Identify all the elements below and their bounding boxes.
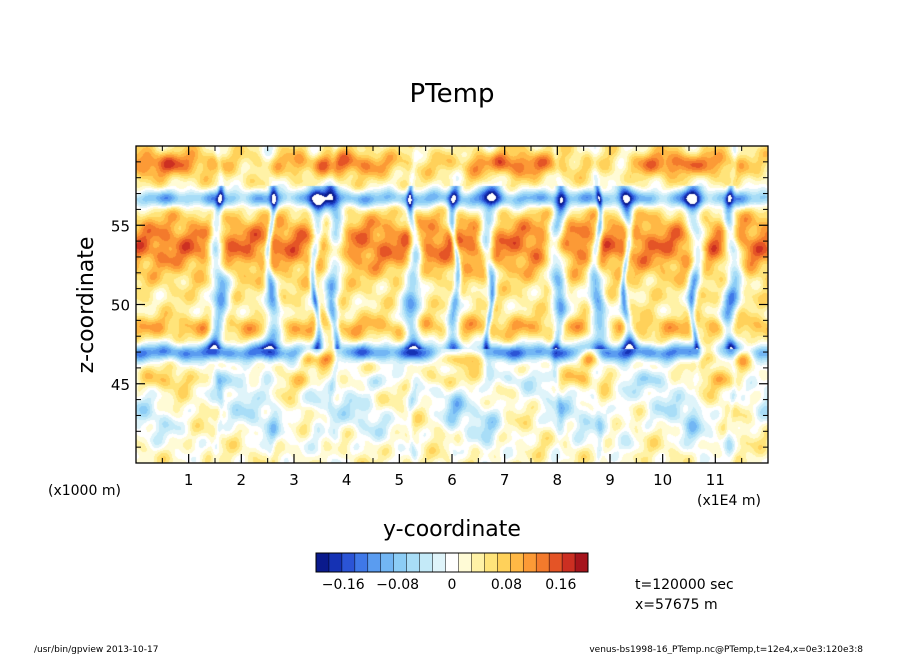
colorbar-label: −0.08 (376, 577, 419, 593)
colorbar-swatch (316, 553, 330, 572)
heatmap-image (136, 146, 768, 463)
colorbar-label: 0 (448, 577, 457, 593)
heatmap-field (136, 146, 768, 463)
colorbar (315, 552, 589, 573)
colorbar-swatch (536, 553, 550, 572)
x-tick-label-6: 6 (447, 471, 457, 489)
x-tick-label-9: 9 (605, 471, 615, 489)
x-tick-label-2: 2 (237, 471, 247, 489)
colorbar-swatch (341, 553, 356, 572)
x-tick-label-5: 5 (395, 471, 405, 489)
time-annotation: t=120000 sec (635, 577, 734, 593)
y-tick-label-50: 50 (111, 297, 130, 315)
x-tick-label-11: 11 (706, 471, 725, 489)
colorbar-swatch (328, 553, 343, 572)
colorbar-swatch (549, 553, 563, 572)
position-annotation: x=57675 m (635, 597, 718, 613)
x-tick-label-3: 3 (289, 471, 299, 489)
x-tick-label-8: 8 (553, 471, 563, 489)
x-tick-label-4: 4 (342, 471, 352, 489)
colorbar-ticks: −0.16 −0.08 0 0.08 0.16 (322, 577, 577, 593)
colorbar-frame (315, 552, 589, 573)
colorbar-swatch (354, 553, 369, 572)
x-unit-right: (x1E4 m) (697, 493, 761, 509)
x-unit-left: (x1000 m) (48, 483, 121, 499)
x-axis: 1 2 3 4 5 6 7 8 9 10 11 (161, 146, 743, 489)
colorbar-swatch (562, 553, 576, 572)
x-tick-label-1: 1 (184, 471, 194, 489)
chart-title: PTemp (410, 79, 495, 109)
x-tick-label-10: 10 (653, 471, 672, 489)
colorbar-swatch (497, 553, 511, 572)
x-tick-label-7: 7 (500, 471, 510, 489)
colorbar-swatch (523, 553, 537, 572)
y-axis-label: z-coordinate (74, 237, 99, 374)
colorbar-swatch (484, 553, 498, 572)
colorbar-swatch (510, 553, 524, 572)
colorbar-swatch (367, 553, 382, 572)
colorbar-swatch (575, 553, 589, 572)
colorbar-swatch (458, 553, 472, 572)
x-axis-label: y-coordinate (383, 517, 521, 542)
colorbar-swatch (445, 553, 459, 572)
footer-left: /usr/bin/gpview 2013-10-17 (34, 645, 158, 654)
colorbar-swatch (406, 553, 420, 572)
footer-right: venus-bs1998-16_PTemp.nc@PTemp,t=12e4,x=… (589, 645, 863, 654)
colorbar-swatch (432, 553, 446, 572)
colorbar-swatch (471, 553, 485, 572)
colorbar-label: −0.16 (322, 577, 365, 593)
colorbar-swatch (380, 553, 395, 572)
colorbar-swatch (393, 553, 407, 572)
y-tick-label-55: 55 (111, 217, 130, 235)
colorbar-swatch (419, 553, 433, 572)
y-tick-label-45: 45 (111, 376, 130, 394)
colorbar-label: 0.08 (491, 577, 522, 593)
colorbar-label: 0.16 (545, 577, 576, 593)
y-axis: 45 50 55 (111, 161, 768, 448)
